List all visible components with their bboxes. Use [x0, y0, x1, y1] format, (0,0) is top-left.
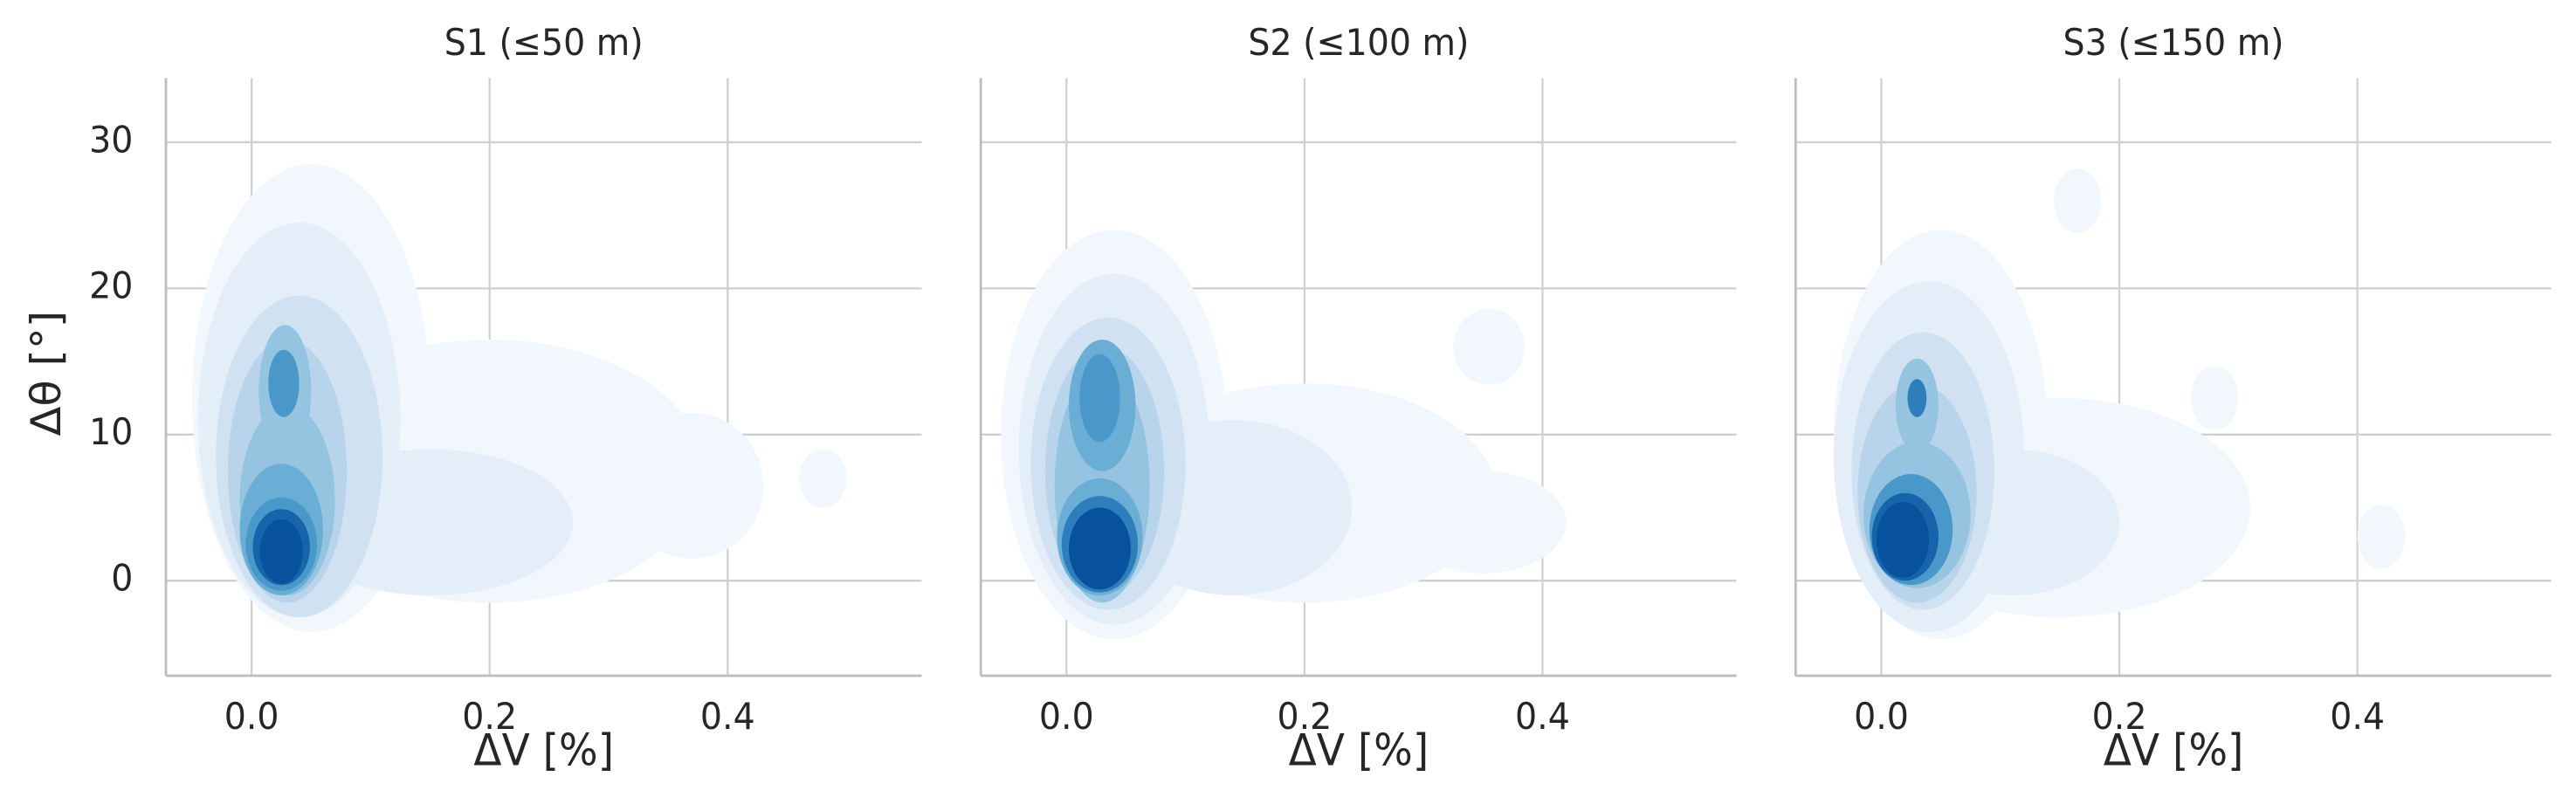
panel-title: S1 (≤50 m) [444, 21, 644, 64]
density-region [268, 349, 300, 417]
density-region [799, 449, 847, 508]
density-region [1079, 354, 1120, 443]
y-tick-label: 0 [111, 557, 133, 600]
density-region [1453, 308, 1526, 385]
density-region [259, 519, 303, 584]
x-tick-label: 0.0 [224, 695, 279, 738]
x-tick-label: 0.4 [2330, 695, 2385, 738]
x-axis-label: ΔV [%] [1289, 726, 1429, 776]
x-tick-label: 0.4 [700, 695, 755, 738]
y-tick-label: 20 [89, 265, 133, 307]
x-tick-label: 0.0 [1039, 695, 1094, 738]
y-axis-label: Δθ [°] [23, 311, 70, 436]
x-tick-label: 0.0 [1854, 695, 1909, 738]
density-region [1069, 507, 1131, 590]
density-region [2357, 505, 2406, 569]
density-region [1877, 501, 1929, 578]
density [192, 164, 847, 632]
x-tick-label: 0.4 [1515, 695, 1570, 738]
density-region [1907, 379, 1927, 417]
density [1833, 168, 2406, 640]
density-region [620, 412, 764, 560]
x-tick-label: 0.2 [1277, 695, 1332, 738]
x-axis-label: ΔV [%] [473, 726, 614, 776]
panel-title: S2 (≤100 m) [1248, 21, 1469, 64]
x-tick-label: 0.2 [462, 695, 517, 738]
y-tick-label: 10 [89, 410, 133, 453]
x-tick-label: 0.2 [2092, 695, 2147, 738]
density-region [2054, 168, 2102, 233]
x-axis-label: ΔV [%] [2104, 726, 2244, 776]
density-region [2190, 366, 2239, 430]
panel-title: S3 (≤150 m) [2063, 21, 2284, 64]
density [1001, 230, 1567, 640]
density-region [1399, 471, 1567, 574]
y-tick-label: 30 [89, 118, 133, 161]
